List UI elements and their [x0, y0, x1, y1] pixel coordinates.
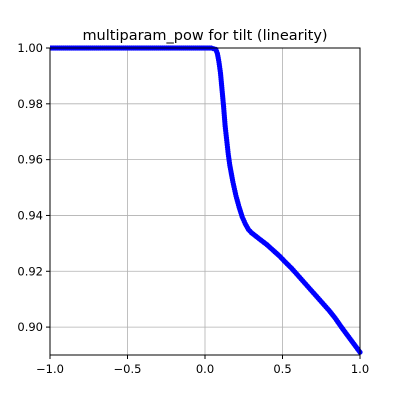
y-tick-label: 0.96 [17, 153, 43, 167]
x-tick-label: 0.5 [273, 362, 291, 376]
x-tick-label: 1.0 [351, 362, 369, 376]
y-tick-label: 0.94 [17, 208, 43, 222]
y-axis: 0.90 0.92 0.94 0.96 0.98 1.00 [17, 41, 50, 334]
x-tick-label: −1.0 [36, 362, 64, 376]
chart-title: multiparam_pow for tilt (linearity) [82, 28, 327, 44]
y-tick-label: 0.98 [17, 97, 43, 111]
x-axis: −1.0 −0.5 0.0 0.5 1.0 [36, 355, 369, 376]
y-tick-label: 1.00 [17, 41, 43, 55]
y-tick-label: 0.92 [17, 264, 43, 278]
x-tick-label: 0.0 [196, 362, 214, 376]
x-tick-label: −0.5 [114, 362, 142, 376]
y-tick-label: 0.90 [17, 320, 43, 334]
